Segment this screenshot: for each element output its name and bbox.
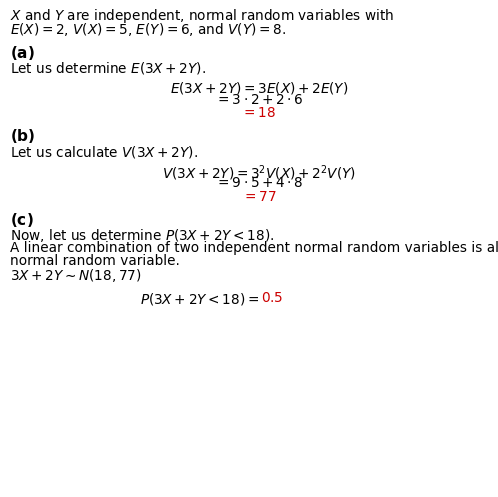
Text: $\mathbf{(c)}$: $\mathbf{(c)}$ <box>10 211 33 229</box>
Text: Now, let us determine $P(3X+2Y<18)$.: Now, let us determine $P(3X+2Y<18)$. <box>10 227 274 244</box>
Text: A linear combination of two independent normal random variables is also a: A linear combination of two independent … <box>10 241 498 254</box>
Text: $\mathbf{(a)}$: $\mathbf{(a)}$ <box>10 44 35 62</box>
Text: $=77$: $=77$ <box>242 190 276 204</box>
Text: Let us determine $E(3X+2Y)$.: Let us determine $E(3X+2Y)$. <box>10 60 206 76</box>
Text: $\mathbf{(b)}$: $\mathbf{(b)}$ <box>10 127 35 145</box>
Text: $V(3X+2Y)=3^2V(X)+2^2V(Y)$: $V(3X+2Y)=3^2V(X)+2^2V(Y)$ <box>162 163 356 182</box>
Text: normal random variable.: normal random variable. <box>10 254 180 268</box>
Text: $X$ and $Y$ are independent, normal random variables with: $X$ and $Y$ are independent, normal rand… <box>10 7 394 25</box>
Text: $=9\cdot 5+4\cdot 8$: $=9\cdot 5+4\cdot 8$ <box>215 176 303 190</box>
Text: $E(X)=2$, $V(X)=5$, $E(Y)=6$, and $V(Y)=8$.: $E(X)=2$, $V(X)=5$, $E(Y)=6$, and $V(Y)=… <box>10 21 286 38</box>
Text: Let us calculate $V(3X+2Y)$.: Let us calculate $V(3X+2Y)$. <box>10 144 198 160</box>
Text: $E(3X+2Y)=3E(X)+2E(Y)$: $E(3X+2Y)=3E(X)+2E(Y)$ <box>170 80 348 95</box>
Text: $=18$: $=18$ <box>242 106 276 120</box>
Text: $=3\cdot 2+2\cdot 6$: $=3\cdot 2+2\cdot 6$ <box>215 93 303 107</box>
Text: $0.5$: $0.5$ <box>261 291 284 305</box>
Text: $3X+2Y\sim N(18,77)$: $3X+2Y\sim N(18,77)$ <box>10 267 141 284</box>
Text: $P(3X+2Y<18)=$: $P(3X+2Y<18)=$ <box>140 291 259 307</box>
